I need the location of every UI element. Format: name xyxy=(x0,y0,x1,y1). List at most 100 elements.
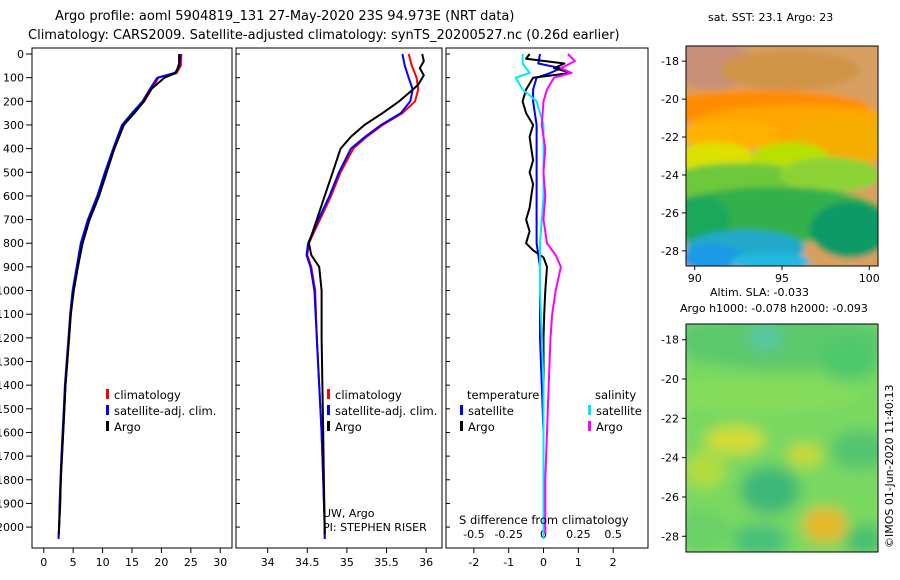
pi-annotation-line-1: UW, Argo xyxy=(323,507,375,520)
x-tick-label: 25 xyxy=(184,556,198,569)
depth-tick-label: 1500 xyxy=(0,403,24,416)
x-tick-label: 15 xyxy=(125,556,139,569)
legend-climatology-swatch xyxy=(327,389,330,399)
legend-sal-satellite-swatch xyxy=(588,405,591,415)
difference-panel: -2 -1 0 1 2 -0.5 -0.25 0 0.25 0.5 temperature sa… xyxy=(445,47,649,569)
profile-line-sal_satellite xyxy=(514,54,545,539)
sst-map-lat-axis: -18 -20 -22 -24 -26 -28 xyxy=(661,55,686,258)
title-line-1: Argo profile: aoml 5904819_131 27-May-20… xyxy=(55,9,514,24)
legend-temp-argo: Argo xyxy=(468,420,495,434)
x-tick-label: 0 xyxy=(40,556,47,569)
depth-tick-label: 400 xyxy=(3,143,24,156)
lat-tick-label: -18 xyxy=(661,334,679,347)
sla-map-frame xyxy=(685,323,879,553)
legend-temperature-header: temperature xyxy=(467,388,539,402)
lat-tick-label: -26 xyxy=(661,491,679,504)
legend-satellite-swatch xyxy=(106,405,109,415)
title-line-2: Climatology: CARS2009. Satellite-adjuste… xyxy=(28,28,620,43)
depth-tick-label: 800 xyxy=(3,237,24,250)
depth-tick-label: 1600 xyxy=(0,426,24,439)
legend-sal-argo: Argo xyxy=(596,420,623,434)
x-tick-label: 35.5 xyxy=(374,556,399,569)
profile-line-temp_satellite xyxy=(532,53,562,539)
temperature-profiles xyxy=(57,53,183,539)
lon-tick-label: 90 xyxy=(688,272,702,285)
legend-sal-argo-swatch xyxy=(588,421,591,431)
salinity-panel: 34 34.5 35 35.5 36 climatology satellite-adj… xyxy=(235,47,443,569)
sla-map-title-1: Altim. SLA: -0.033 xyxy=(710,286,809,299)
x-tick-label: 10 xyxy=(96,556,110,569)
lat-tick-label: -20 xyxy=(661,93,679,106)
lat-tick-label: -24 xyxy=(661,452,679,465)
x-tick-label: -2 xyxy=(468,556,479,569)
legend-climatology: climatology xyxy=(335,388,402,402)
salinity-profiles xyxy=(305,53,425,539)
profile-line-argo xyxy=(57,54,181,535)
difference-x-axis: -2 -1 0 1 2 xyxy=(446,53,617,569)
lat-tick-label: -18 xyxy=(661,55,679,68)
profile-line-climatology xyxy=(57,53,183,539)
legend-argo: Argo xyxy=(114,420,141,434)
depth-tick-label: 1100 xyxy=(0,308,24,321)
s-difference-tick-label: -0.5 xyxy=(463,528,484,541)
legend-argo-swatch xyxy=(327,421,330,431)
x-tick-label: 34 xyxy=(261,556,275,569)
sla-map: Altim. SLA: -0.033 Argo h1000: -0.078 h2… xyxy=(661,286,879,553)
depth-tick-label: 1300 xyxy=(0,356,24,369)
legend-temp-satellite-swatch xyxy=(460,405,463,415)
depth-tick-label: 1400 xyxy=(0,379,24,392)
legend-satellite: satellite-adj. clim. xyxy=(335,404,437,418)
lat-tick-label: -22 xyxy=(661,131,679,144)
x-tick-label: 34.5 xyxy=(295,556,320,569)
profile-line-temp_argo xyxy=(521,53,573,535)
legend-temp-argo-swatch xyxy=(460,421,463,431)
salinity-legend: climatology satellite-adj. clim. Argo xyxy=(327,388,437,434)
salinity-x-axis: 34 34.5 35 35.5 36 xyxy=(236,53,433,569)
lon-tick-label: 95 xyxy=(775,272,789,285)
legend-satellite-swatch xyxy=(327,405,330,415)
profile-line-satellite xyxy=(57,53,182,539)
temperature-legend: climatology satellite-adj. clim. Argo xyxy=(106,388,216,434)
legend-temp-satellite: satellite xyxy=(468,404,514,418)
legend-satellite: satellite-adj. clim. xyxy=(114,404,216,418)
depth-tick-label: 1000 xyxy=(0,285,24,298)
lat-tick-label: -24 xyxy=(661,169,679,182)
x-tick-label: 0 xyxy=(540,556,547,569)
lat-tick-label: -26 xyxy=(661,207,679,220)
depth-tick-label: 500 xyxy=(3,166,24,179)
x-tick-label: -1 xyxy=(503,556,514,569)
salinity-difference-axis: -0.5 -0.25 0 0.25 0.5 xyxy=(463,528,622,541)
depth-tick-label: 200 xyxy=(3,95,24,108)
x-tick-label: 2 xyxy=(610,556,617,569)
depth-tick-label: 1900 xyxy=(0,497,24,510)
difference-axes-frame xyxy=(445,47,649,549)
legend-climatology-swatch xyxy=(106,389,109,399)
legend-salinity-header: salinity xyxy=(595,388,636,402)
sla-map-title-2: Argo h1000: -0.078 h2000: -0.093 xyxy=(680,302,868,315)
depth-tick-label: 1200 xyxy=(0,332,24,345)
lon-tick-label: 100 xyxy=(859,272,880,285)
legend-argo: Argo xyxy=(335,420,362,434)
x-tick-label: 36 xyxy=(419,556,433,569)
depth-tick-label: 0 xyxy=(17,48,24,61)
depth-tick-label: 100 xyxy=(3,72,24,85)
profile-line-argo xyxy=(307,53,425,535)
depth-tick-label: 600 xyxy=(3,190,24,203)
salinity-axes-frame xyxy=(235,47,443,549)
profile-line-sal_argo xyxy=(540,53,576,535)
pi-annotation-line-2: PI: STEPHEN RISER xyxy=(323,521,427,534)
x-tick-label: 35 xyxy=(340,556,354,569)
depth-tick-label: 1800 xyxy=(0,474,24,487)
lat-tick-label: -28 xyxy=(661,245,679,258)
profile-line-satellite xyxy=(305,53,414,539)
sst-map: sat. SST: 23.1 Argo: 23 xyxy=(661,11,880,285)
sst-map-lon-axis: 90 95 100 xyxy=(688,266,880,285)
depth-tick-label: 2000 xyxy=(0,521,24,534)
x-tick-label: 5 xyxy=(70,556,77,569)
depth-tick-label: 900 xyxy=(3,261,24,274)
s-difference-tick-label: 0.5 xyxy=(604,528,622,541)
x-tick-label: 30 xyxy=(213,556,227,569)
temperature-x-axis: 0 5 10 15 20 25 30 xyxy=(40,548,227,569)
temperature-panel: 0100200300400500600700800900100011001200… xyxy=(0,47,233,569)
